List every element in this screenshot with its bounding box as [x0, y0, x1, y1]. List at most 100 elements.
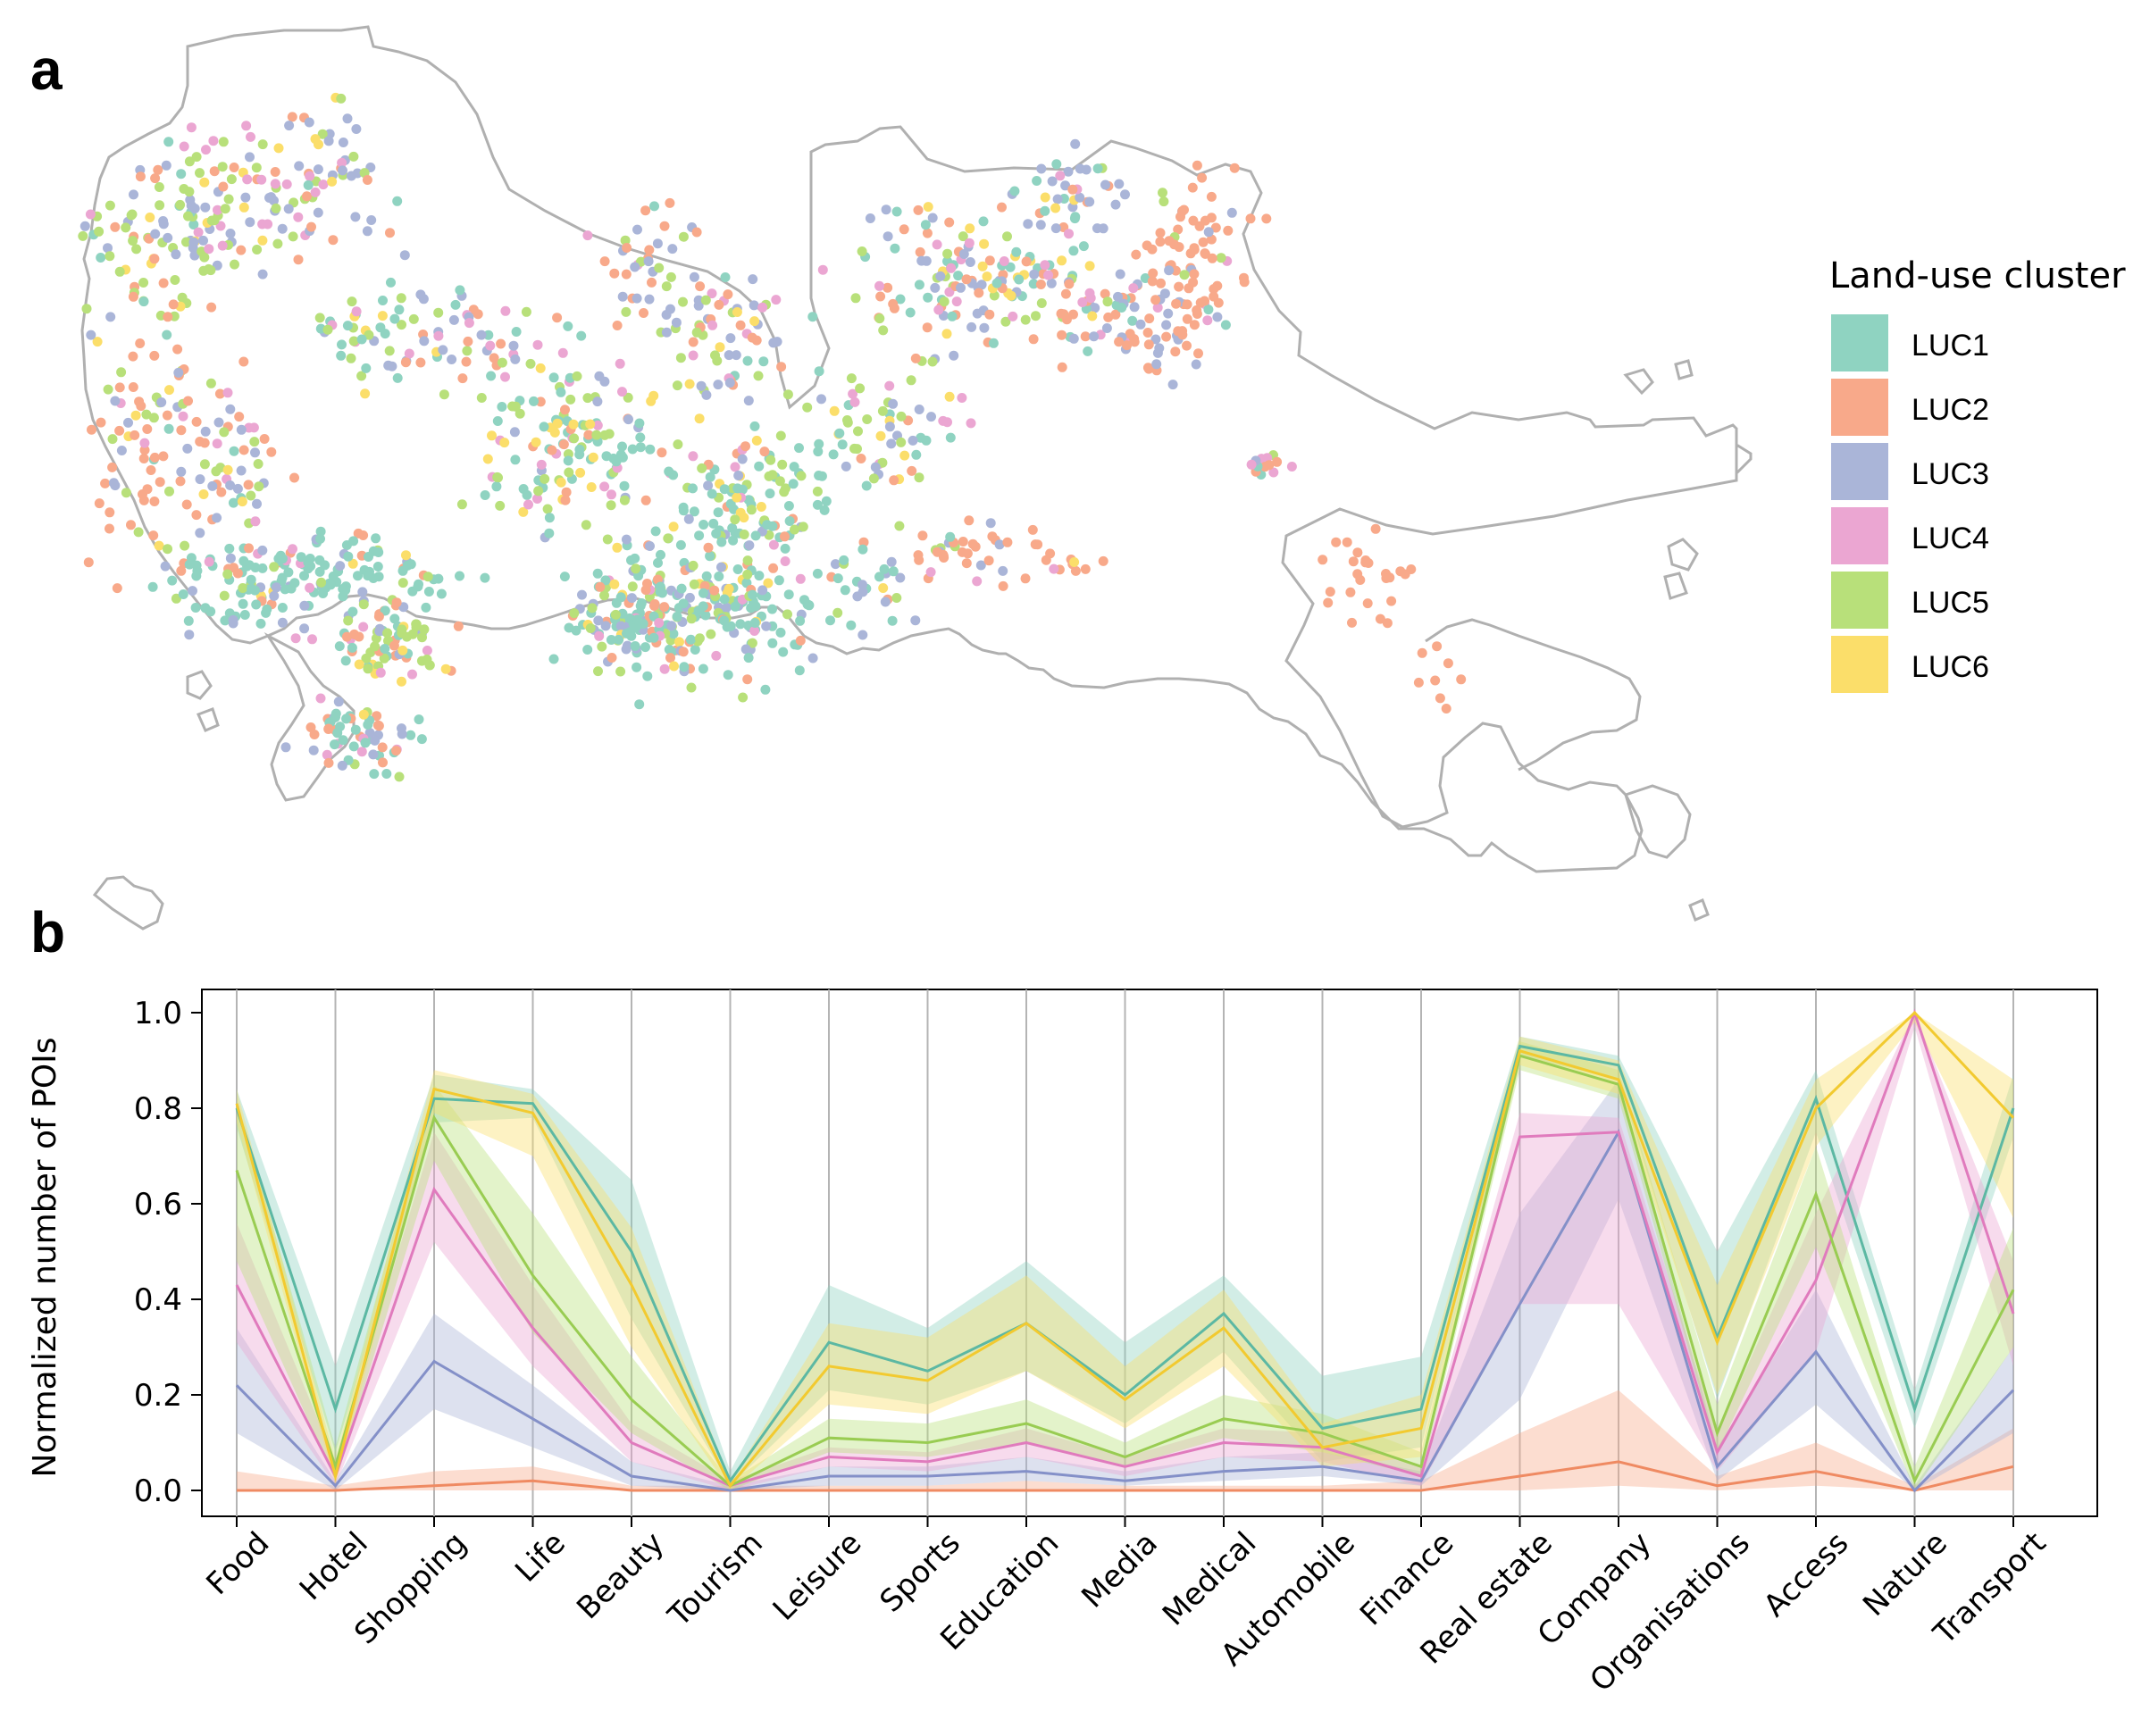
land-use-cell — [1155, 237, 1166, 247]
land-use-cell — [357, 587, 368, 597]
land-use-cell — [81, 304, 92, 314]
land-use-cell — [757, 585, 768, 596]
land-use-cell — [556, 477, 566, 488]
land-use-cell — [591, 430, 602, 440]
land-use-cell — [348, 741, 359, 752]
land-use-cell — [839, 555, 849, 565]
land-use-cell — [397, 578, 408, 588]
land-use-cell — [175, 476, 186, 487]
land-use-cell — [251, 163, 262, 173]
land-use-cell — [318, 588, 329, 598]
land-use-cell — [659, 221, 670, 231]
land-use-cell — [743, 396, 754, 406]
land-use-cell — [688, 451, 699, 462]
land-use-cell — [302, 191, 312, 202]
land-use-cell — [121, 488, 131, 498]
line-luc1 — [235, 1044, 2015, 1484]
land-use-cell — [364, 728, 375, 739]
land-use-cell — [1212, 312, 1223, 322]
land-use-cell — [402, 631, 412, 642]
land-use-cell — [457, 373, 468, 384]
land-use-cell — [855, 383, 866, 394]
land-use-cell — [386, 277, 396, 288]
land-use-cell — [112, 583, 122, 594]
land-use-cell — [1046, 278, 1057, 288]
land-use-cell — [760, 684, 771, 695]
land-use-cell — [964, 515, 975, 526]
land-use-cell — [1179, 270, 1190, 280]
land-use-cell — [198, 265, 209, 276]
land-use-cell — [394, 772, 405, 782]
land-use-cell — [814, 438, 824, 449]
land-use-cell — [689, 506, 699, 517]
land-use-cell — [1239, 272, 1249, 283]
land-use-cell — [654, 263, 665, 273]
land-use-cell — [178, 411, 188, 421]
land-use-cell — [350, 212, 361, 222]
land-use-cell — [148, 413, 159, 423]
land-use-cell — [356, 747, 367, 757]
land-use-cell — [244, 543, 254, 554]
land-use-cell — [252, 245, 263, 255]
land-use-cell — [623, 414, 633, 425]
land-use-cell — [652, 238, 663, 249]
land-use-cell — [1179, 204, 1189, 215]
land-use-cell — [816, 394, 826, 405]
land-use-cell — [911, 449, 922, 460]
land-use-cell — [314, 555, 325, 565]
land-use-cell — [220, 615, 230, 626]
land-use-cell — [103, 384, 113, 395]
land-use-cell — [735, 507, 746, 518]
land-use-cell — [414, 714, 424, 725]
land-use-cell — [678, 647, 689, 657]
land-use-cell — [251, 599, 262, 610]
legend-swatch-luc4 — [1831, 507, 1888, 564]
land-use-cell — [711, 529, 722, 538]
land-use-cell — [780, 531, 790, 542]
legend-label-luc4: LUC4 — [1912, 522, 1989, 555]
land-use-cell — [130, 430, 140, 440]
land-use-cell — [399, 250, 410, 261]
land-use-cell — [255, 618, 266, 629]
land-use-cell — [184, 187, 195, 197]
land-use-cell — [878, 325, 889, 336]
land-use-cell — [397, 729, 407, 739]
land-use-cell — [1064, 279, 1075, 289]
land-use-cell — [714, 299, 724, 310]
land-use-cell — [656, 549, 665, 560]
land-use-cell — [337, 339, 347, 350]
land-use-cell — [617, 441, 627, 452]
land-use-cell — [1187, 182, 1198, 193]
land-use-cell — [966, 418, 976, 429]
land-use-cell — [1193, 348, 1203, 359]
land-use-cell — [204, 244, 214, 255]
land-use-cell — [727, 522, 738, 533]
land-use-cell — [1192, 305, 1202, 315]
legend-label-luc3: LUC3 — [1912, 457, 1989, 491]
land-use-cell — [689, 579, 699, 589]
land-use-cell — [222, 388, 233, 398]
land-use-cell — [654, 618, 665, 628]
land-use-cell — [617, 387, 627, 397]
land-use-cell — [385, 228, 395, 238]
land-use-cell — [588, 452, 598, 463]
land-use-cell — [482, 454, 493, 464]
land-use-cell — [208, 136, 219, 146]
land-use-cell — [719, 594, 730, 605]
land-use-cell — [932, 547, 942, 557]
land-use-cell — [735, 320, 746, 330]
land-use-cell — [548, 372, 559, 383]
land-use-cell — [226, 174, 237, 185]
land-use-cell — [422, 572, 433, 582]
land-use-cell — [86, 330, 96, 340]
land-use-cell — [1345, 587, 1356, 597]
land-use-cell — [615, 358, 625, 369]
land-use-cell — [184, 630, 195, 640]
land-use-cell — [572, 371, 582, 381]
land-use-cell — [675, 353, 686, 363]
x-tick-label: Nature — [1856, 1525, 1954, 1623]
land-use-cell — [771, 295, 782, 305]
land-use-cell — [688, 350, 699, 361]
land-use-cell — [105, 507, 115, 518]
land-use-cell — [415, 357, 426, 368]
